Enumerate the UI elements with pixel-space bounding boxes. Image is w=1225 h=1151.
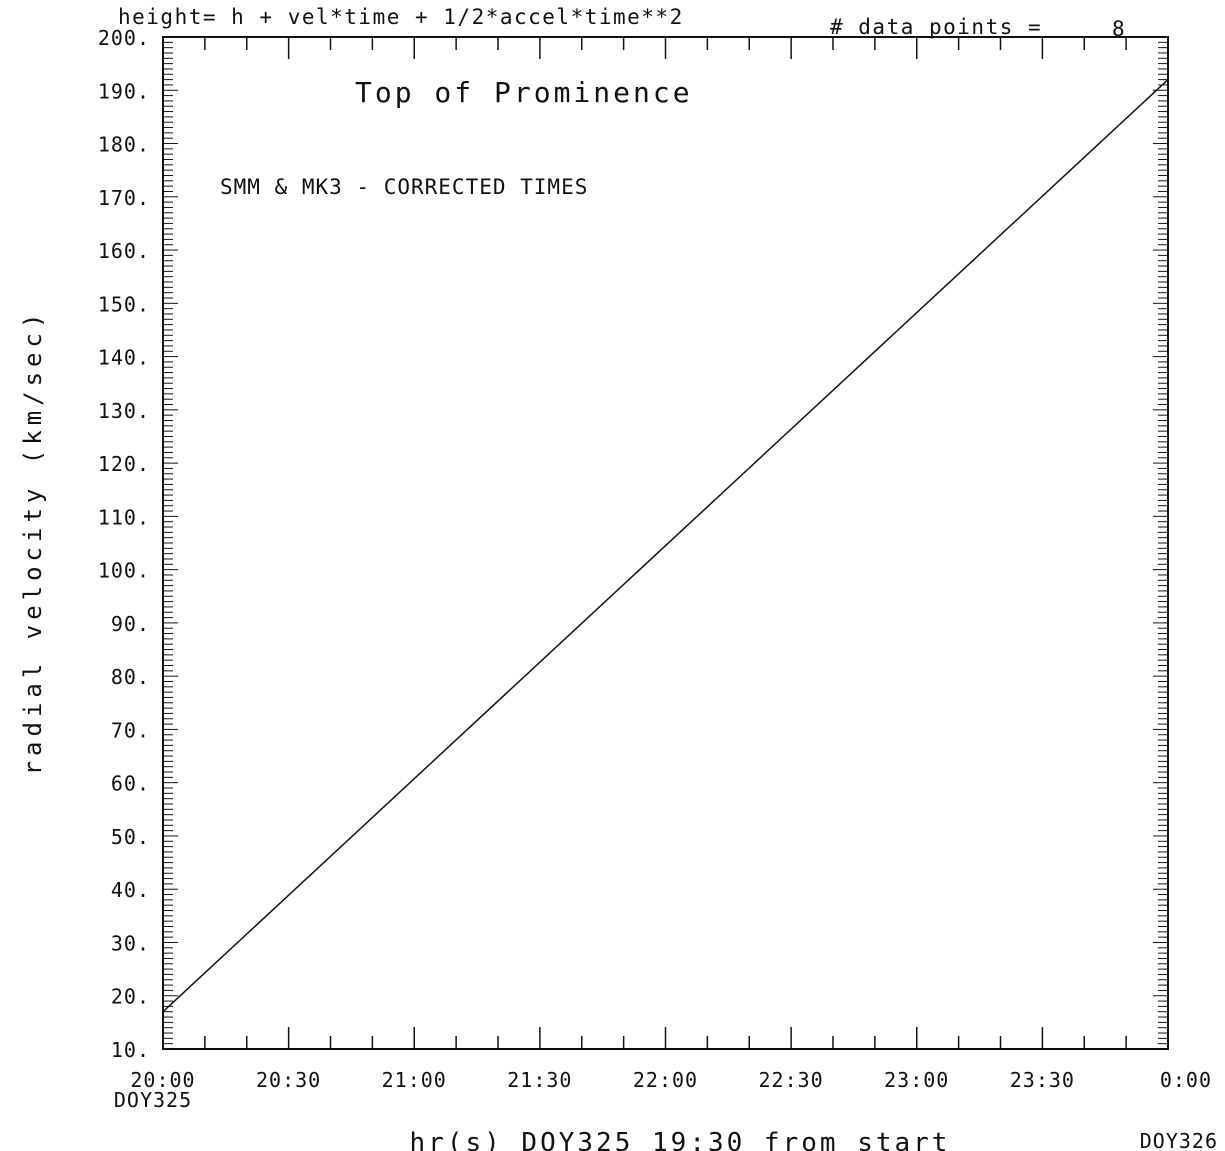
x-axis-label: hr(s) DOY325 19:30 from start	[410, 1128, 951, 1151]
y-tick-label: 100.	[98, 559, 150, 583]
y-minor-ticks	[163, 36, 1168, 1050]
y-tick-label: 80.	[111, 665, 150, 689]
y-tick-label: 50.	[111, 825, 150, 849]
y-tick-label: 30.	[111, 931, 150, 955]
y-tick-label: 70.	[111, 718, 150, 742]
chart-title: Top of Prominence	[355, 76, 693, 109]
x-tick-label: 21:30	[507, 1068, 572, 1092]
y-tick-label: 190.	[98, 79, 150, 103]
y-tick-label: 120.	[98, 452, 150, 476]
y-tick-label: 90.	[111, 612, 150, 636]
series-line	[162, 79, 1169, 1013]
y-tick-label: 60.	[111, 772, 150, 796]
x-tick-label: 23:00	[884, 1068, 949, 1092]
y-axis-label: radial velocity (km/sec)	[19, 309, 47, 776]
data-points-label: # data points =	[830, 15, 1042, 39]
y-tick-label: 40.	[111, 878, 150, 902]
y-tick-label: 160.	[98, 239, 150, 263]
x-tick-label: 22:00	[633, 1068, 698, 1092]
x-tick-label: 20:30	[256, 1068, 321, 1092]
y-tick-label: 110.	[98, 505, 150, 529]
chart-annotation: SMM & MK3 - CORRECTED TIMES	[220, 175, 588, 199]
x-tick-label: 22:30	[759, 1068, 824, 1092]
y-tick-label: 10.	[111, 1038, 150, 1062]
y-tick-label: 20.	[111, 985, 150, 1009]
x-ticks	[162, 37, 1169, 1049]
x-tick-day-label: DOY325	[114, 1088, 192, 1112]
x-tick-label: 0:00	[1160, 1068, 1212, 1092]
equation-header: height= h + vel*time + 1/2*accel*time**2	[118, 5, 684, 29]
y-tick-label: 180.	[98, 133, 150, 157]
x-tick-day-label: DOY326	[1140, 1129, 1218, 1151]
y-tick-label: 200.	[98, 26, 150, 50]
x-tick-label: 20:00	[130, 1068, 195, 1092]
y-tick-labels: 10. 20. 30. 40. 50. 60. 70. 80. 90. 100. 110. 120. 1…	[98, 26, 150, 1062]
y-tick-label: 130.	[98, 399, 150, 423]
data-points-value: 8	[1112, 17, 1126, 41]
series-lines	[162, 79, 1169, 1013]
y-tick-label: 170.	[98, 186, 150, 210]
y-tick-label: 150.	[98, 292, 150, 316]
y-tick-label: 140.	[98, 346, 150, 370]
x-tick-label: 23:30	[1010, 1068, 1075, 1092]
x-tick-label: 21:00	[382, 1068, 447, 1092]
